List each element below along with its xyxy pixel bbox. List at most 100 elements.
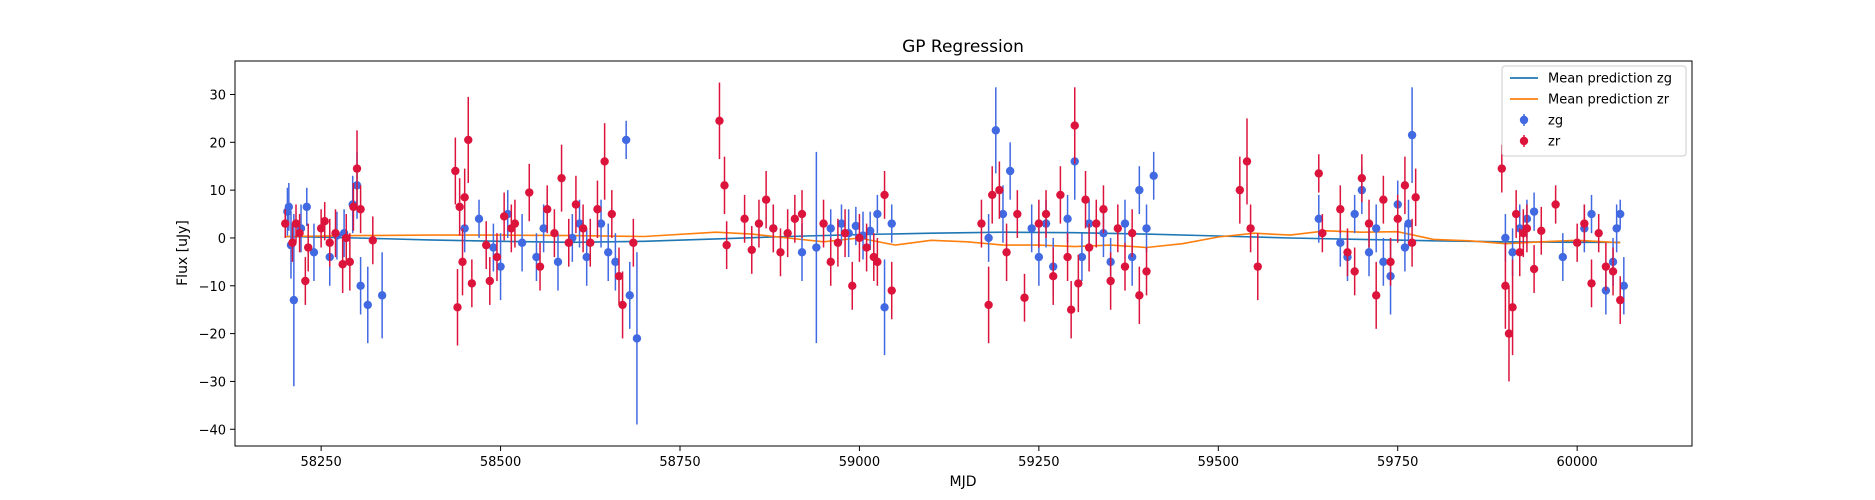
data-point xyxy=(826,257,835,267)
data-point xyxy=(984,233,993,243)
data-point xyxy=(1508,248,1517,257)
data-point xyxy=(1041,209,1051,219)
data-point xyxy=(550,228,559,238)
data-point xyxy=(532,252,541,262)
legend-label: zg xyxy=(1548,114,1563,129)
data-point xyxy=(1529,264,1539,274)
data-point xyxy=(1529,207,1539,216)
data-point xyxy=(855,233,864,243)
data-point xyxy=(621,135,631,145)
data-point xyxy=(377,291,387,300)
data-point xyxy=(720,181,729,190)
data-point xyxy=(539,224,548,233)
data-point xyxy=(1314,169,1323,178)
data-point xyxy=(1005,166,1015,176)
data-point xyxy=(1034,252,1044,262)
data-point xyxy=(1074,279,1083,288)
data-point xyxy=(1242,157,1252,166)
data-point xyxy=(873,257,882,267)
data-point xyxy=(837,219,846,228)
data-point xyxy=(535,262,545,271)
data-point xyxy=(517,238,527,247)
y-tick-label: 30 xyxy=(209,88,226,103)
data-point xyxy=(1364,248,1374,257)
data-point xyxy=(1063,252,1072,262)
data-point xyxy=(451,166,460,176)
data-point xyxy=(614,272,624,281)
data-point xyxy=(1081,195,1090,204)
x-tick-label: 58500 xyxy=(480,455,521,470)
data-point xyxy=(1314,214,1323,224)
data-point xyxy=(1537,226,1546,235)
data-point xyxy=(1594,228,1603,238)
data-point xyxy=(1497,164,1507,173)
data-point xyxy=(1407,130,1417,140)
data-point xyxy=(363,300,372,310)
data-point xyxy=(988,190,997,200)
data-point xyxy=(1350,209,1359,219)
x-tick-label: 59750 xyxy=(1377,455,1418,470)
mean-prediction-line xyxy=(285,231,1621,244)
plot-frame xyxy=(234,60,1693,447)
data-point xyxy=(510,219,520,228)
data-point xyxy=(1364,219,1374,228)
data-point xyxy=(840,228,850,238)
y-tick-label: −20 xyxy=(199,328,226,343)
chart-title: GP Regression xyxy=(902,37,1024,57)
y-tick-label: 0 xyxy=(218,232,226,247)
data-point xyxy=(325,238,334,247)
data-point xyxy=(349,202,358,212)
data-point xyxy=(977,219,986,228)
data-point xyxy=(464,135,473,145)
data-point xyxy=(1371,224,1381,233)
data-point xyxy=(998,209,1008,219)
x-tick-label: 59000 xyxy=(839,455,880,470)
data-point xyxy=(593,205,602,214)
data-point xyxy=(586,238,595,247)
data-point xyxy=(1235,185,1245,195)
data-point xyxy=(819,219,828,228)
series-layer xyxy=(281,82,1629,425)
data-point xyxy=(1411,193,1420,202)
data-point xyxy=(453,303,462,312)
data-point xyxy=(887,219,896,228)
data-point xyxy=(564,238,573,247)
data-point xyxy=(1616,295,1625,305)
data-point xyxy=(873,209,882,219)
data-point xyxy=(600,157,609,166)
data-point xyxy=(596,219,606,228)
data-point xyxy=(848,281,857,290)
data-point xyxy=(356,281,365,290)
data-point xyxy=(984,300,993,310)
x-axis-title: MJD xyxy=(950,474,977,490)
data-point xyxy=(368,236,378,245)
x-tick-label: 59250 xyxy=(1018,455,1059,470)
data-point xyxy=(851,221,861,231)
data-point xyxy=(880,190,889,200)
data-point xyxy=(1350,267,1359,276)
data-point xyxy=(1501,281,1510,290)
data-point xyxy=(1027,224,1036,233)
data-point xyxy=(1572,238,1582,247)
data-point xyxy=(320,217,329,226)
data-point xyxy=(1066,305,1076,314)
y-tick-label: −30 xyxy=(199,375,226,390)
data-point xyxy=(460,193,469,202)
data-point xyxy=(1379,195,1388,204)
data-point xyxy=(291,219,301,228)
data-point xyxy=(1127,228,1137,238)
data-point xyxy=(747,245,756,255)
x-tick-label: 60000 xyxy=(1556,455,1597,470)
data-point xyxy=(632,334,642,343)
data-point xyxy=(1343,248,1352,257)
data-point xyxy=(1120,219,1130,228)
data-point xyxy=(629,238,638,247)
data-point xyxy=(618,300,627,310)
data-point xyxy=(1049,272,1058,281)
y-tick-label: −40 xyxy=(199,423,226,438)
data-point xyxy=(769,224,778,233)
data-point xyxy=(1522,224,1532,233)
data-point xyxy=(331,228,340,238)
data-point xyxy=(284,202,294,212)
